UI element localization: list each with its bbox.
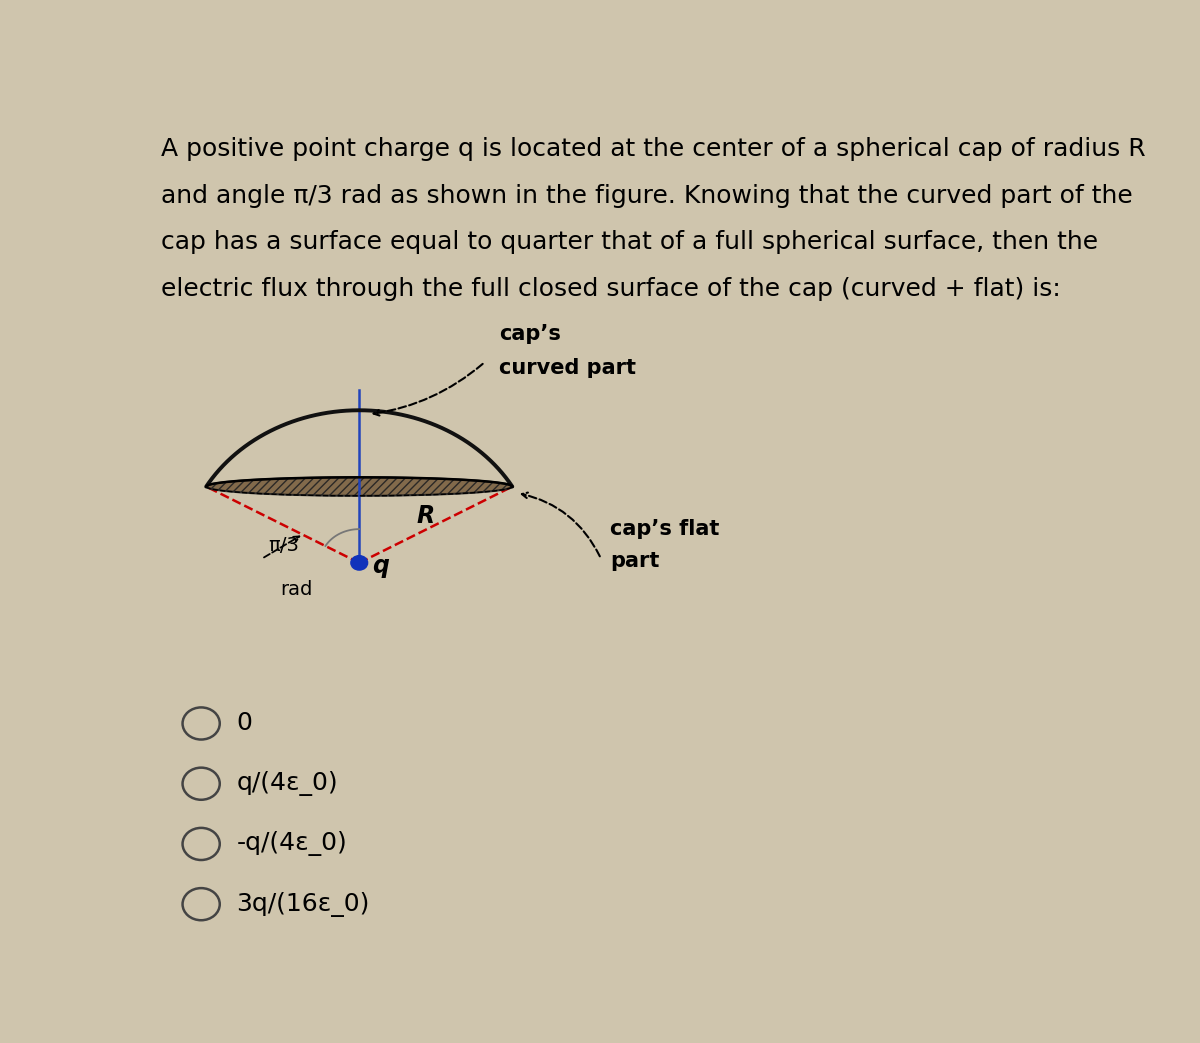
Text: and angle π/3 rad as shown in the figure. Knowing that the curved part of the: and angle π/3 rad as shown in the figure… <box>161 184 1133 208</box>
Text: rad: rad <box>281 580 312 599</box>
Text: R: R <box>416 504 436 528</box>
Text: electric flux through the full closed surface of the cap (curved + flat) is:: electric flux through the full closed su… <box>161 277 1061 301</box>
Text: q/(4ε_0): q/(4ε_0) <box>236 771 338 796</box>
Text: part: part <box>611 551 660 571</box>
Text: q: q <box>372 554 389 578</box>
Text: cap has a surface equal to quarter that of a full spherical surface, then the: cap has a surface equal to quarter that … <box>161 231 1098 254</box>
Ellipse shape <box>206 478 512 495</box>
Circle shape <box>350 556 367 571</box>
Text: A positive point charge q is located at the center of a spherical cap of radius : A positive point charge q is located at … <box>161 138 1146 162</box>
Text: curved part: curved part <box>499 358 636 379</box>
Text: 0: 0 <box>236 711 252 735</box>
Text: 3q/(16ε_0): 3q/(16ε_0) <box>236 892 370 917</box>
Text: cap’s: cap’s <box>499 323 560 343</box>
Text: -q/(4ε_0): -q/(4ε_0) <box>236 831 347 856</box>
Text: cap’s flat: cap’s flat <box>611 518 720 539</box>
Text: π/3: π/3 <box>268 536 299 555</box>
